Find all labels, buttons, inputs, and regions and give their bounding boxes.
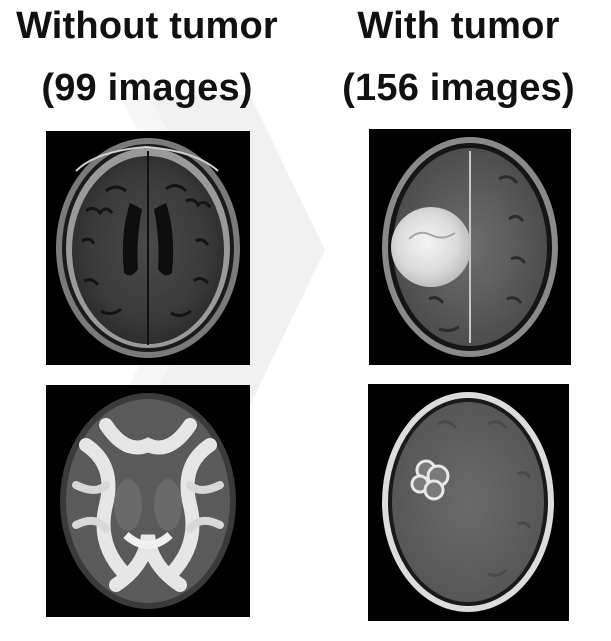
column-title-line1: With tumor: [357, 5, 560, 47]
brain-scan-image: [368, 384, 569, 621]
mri-scan-without-tumor-2: [46, 385, 250, 617]
mri-scan-with-tumor-2: [368, 384, 569, 621]
column-title-line1: Without tumor: [16, 5, 278, 47]
column-title-line2: (99 images): [41, 67, 253, 109]
brain-scan-image: [369, 129, 571, 365]
brain-scan-image: [46, 385, 250, 617]
column-title-line2: (156 images): [342, 67, 575, 109]
column-title-without-tumor: Without tumor (99 images): [0, 0, 294, 119]
mri-scan-with-tumor-1: [369, 129, 571, 365]
mri-scan-without-tumor-1: [46, 131, 250, 365]
column-title-with-tumor: With tumor (156 images): [306, 0, 611, 119]
brain-scan-image: [46, 131, 250, 365]
